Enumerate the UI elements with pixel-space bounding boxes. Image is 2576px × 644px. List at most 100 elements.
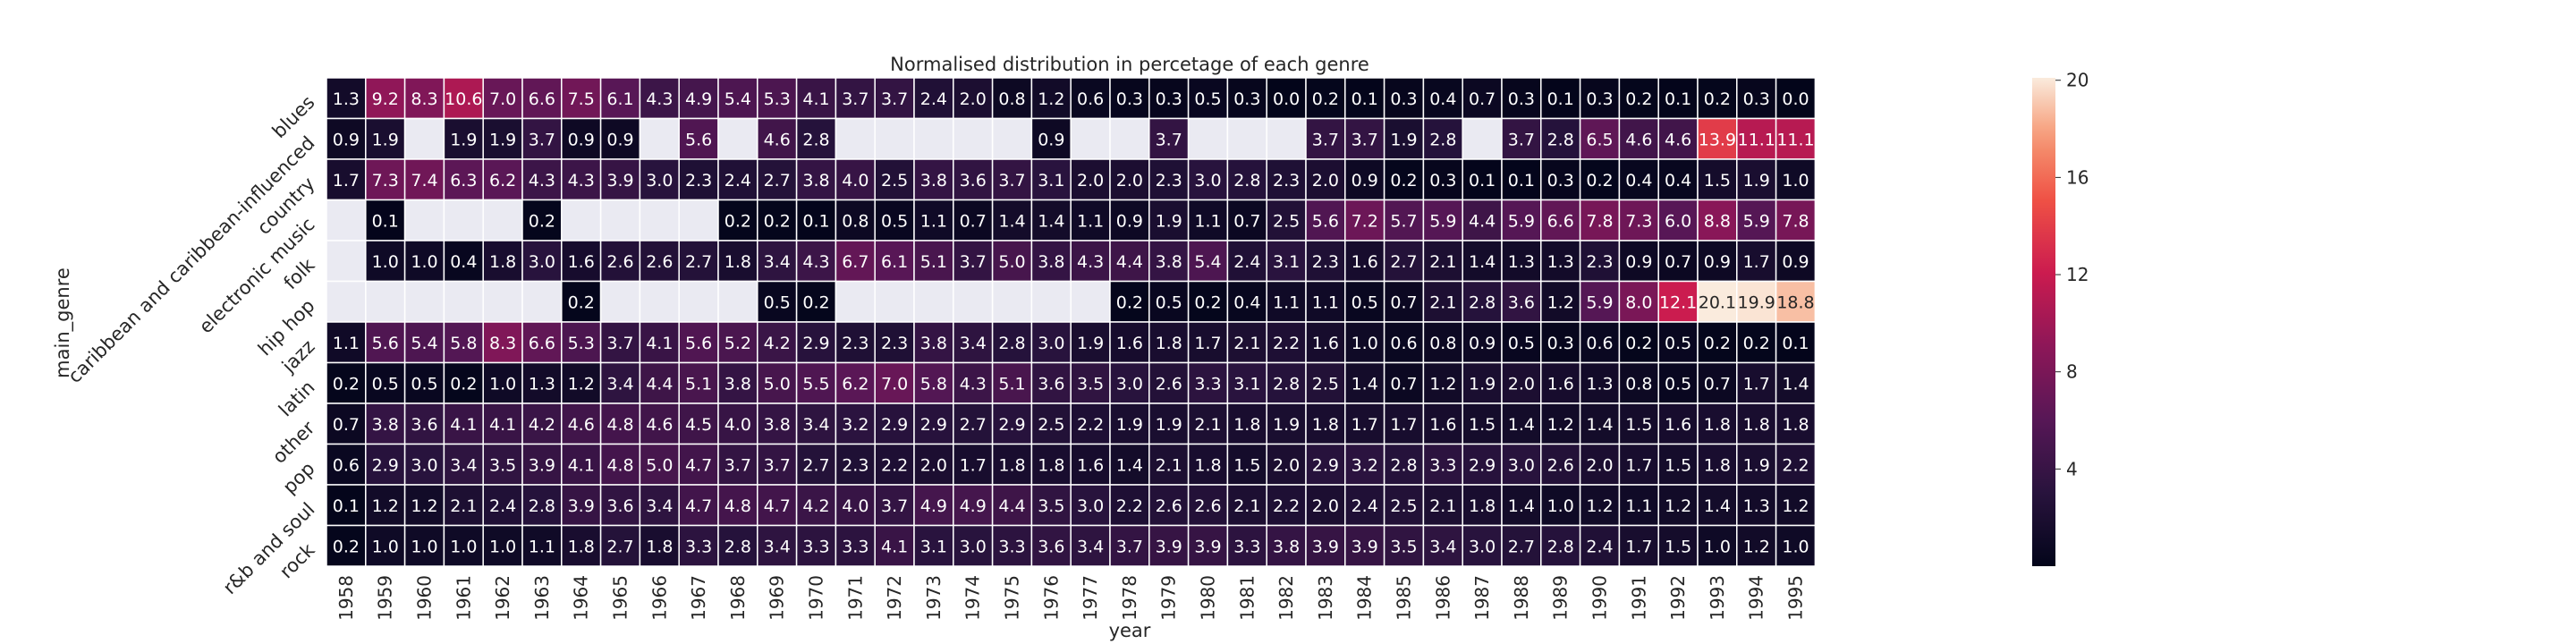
cell-value-label: 1.8 [568, 537, 595, 556]
cell-value-label: 0.9 [1704, 252, 1731, 272]
cell-value-label: 2.8 [529, 496, 555, 516]
heatmap-cell [403, 321, 445, 364]
cell-value-label: 5.8 [920, 374, 947, 394]
heatmap-cell [678, 240, 719, 283]
cell-value-label: 1.0 [489, 374, 516, 394]
cell-value-label: 0.6 [333, 455, 360, 475]
cell-value-label: 2.7 [1390, 252, 1417, 272]
cell-value-label: 5.4 [724, 89, 751, 109]
cell-value-label: 7.8 [1782, 211, 1809, 231]
cell-value-label: 2.7 [764, 171, 791, 191]
heatmap-cell [1422, 524, 1463, 567]
cell-value-label: 2.8 [998, 334, 1025, 353]
heatmap-cell [795, 199, 837, 242]
heatmap-cell [1657, 199, 1699, 242]
x-tick-label: 1963 [531, 575, 553, 621]
heatmap-cell [1462, 117, 1503, 160]
x-tick-label: 1986 [1432, 575, 1453, 621]
cell-value-label: 1.9 [372, 130, 399, 149]
cell-value-label: 1.4 [1508, 496, 1535, 516]
heatmap-cell [1266, 361, 1307, 404]
heatmap-cell [326, 443, 367, 486]
cell-value-label: 3.0 [960, 537, 987, 556]
heatmap-cell [1187, 321, 1229, 364]
heatmap-cell [757, 484, 798, 527]
heatmap-cell [1109, 484, 1150, 527]
cell-value-label: 3.8 [724, 374, 751, 394]
heatmap-cell [1501, 443, 1542, 486]
heatmap-cell [835, 524, 876, 567]
heatmap-cell [1501, 524, 1542, 567]
cell-value-label: 3.7 [724, 455, 751, 475]
heatmap-cell [365, 524, 406, 567]
cell-value-label: 2.1 [1429, 292, 1456, 312]
heatmap-cell [1736, 199, 1777, 242]
cell-value-label: 1.4 [1586, 415, 1613, 435]
cell-value-label: 2.4 [489, 496, 516, 516]
cell-value-label: 4.1 [646, 334, 673, 353]
cell-value-label: 1.3 [1508, 252, 1535, 272]
heatmap-cell [639, 361, 680, 404]
cell-value-label: 0.9 [1625, 252, 1652, 272]
x-tick-label: 1960 [414, 575, 436, 621]
cell-value-label: 2.4 [724, 171, 751, 191]
cell-value-label: 1.3 [1586, 374, 1613, 394]
cell-value-label: 1.6 [1547, 374, 1574, 394]
heatmap-cell [1657, 158, 1699, 201]
heatmap-cell [678, 77, 719, 120]
cell-value-label: 1.1 [333, 334, 360, 353]
heatmap-cell [1736, 361, 1777, 404]
cell-value-label: 5.8 [450, 334, 477, 353]
cell-value-label: 2.3 [1156, 171, 1182, 191]
cell-value-label: 3.7 [764, 455, 791, 475]
cell-value-label: 0.7 [1469, 89, 1496, 109]
heatmap-cell [1070, 321, 1111, 364]
cell-value-label: 1.8 [1312, 415, 1339, 435]
heatmap-cell [403, 443, 445, 486]
cell-value-label: 0.2 [1625, 334, 1652, 353]
heatmap-cell [874, 158, 915, 201]
heatmap-cell [678, 280, 719, 323]
heatmap-cell [403, 361, 445, 404]
heatmap-cell [795, 240, 837, 283]
cell-value-label: 4.6 [568, 415, 595, 435]
cell-value-label: 3.8 [372, 415, 399, 435]
cell-value-label: 1.4 [1038, 211, 1064, 231]
cell-value-label: 1.8 [1743, 415, 1770, 435]
y-tick-label: other [268, 417, 319, 468]
heatmap-cell [1187, 361, 1229, 404]
heatmap-cell [913, 443, 954, 486]
heatmap-cell [403, 240, 445, 283]
heatmap-cell [1579, 321, 1621, 364]
heatmap-cell [599, 77, 641, 120]
heatmap-cell [717, 280, 758, 323]
cell-value-label: 2.8 [1273, 374, 1300, 394]
cell-value-label: 3.3 [842, 537, 869, 556]
heatmap-cell [1775, 158, 1817, 201]
cell-value-label: 6.5 [1586, 130, 1613, 149]
heatmap-cell [913, 240, 954, 283]
cell-value-label: 1.1 [1194, 211, 1221, 231]
cell-value-label: 2.5 [881, 171, 908, 191]
cell-value-label: 7.2 [1352, 211, 1378, 231]
cell-value-label: 3.7 [881, 496, 908, 516]
heatmap-cell [913, 77, 954, 120]
cell-value-label: 0.3 [1743, 89, 1770, 109]
cell-value-label: 3.8 [764, 415, 791, 435]
cell-value-label: 3.4 [764, 537, 791, 556]
cell-value-label: 1.4 [1116, 455, 1143, 475]
cell-value-label: 0.9 [1782, 252, 1809, 272]
cell-value-label: 7.0 [881, 374, 908, 394]
heatmap-cell [1305, 443, 1346, 486]
cell-value-label: 3.8 [920, 334, 947, 353]
cell-value-label: 0.5 [1665, 374, 1691, 394]
cell-value-label: 0.2 [1586, 171, 1613, 191]
heatmap-cell [874, 524, 915, 567]
cell-value-label: 3.9 [568, 496, 595, 516]
heatmap-cell [521, 361, 563, 404]
x-tick-label: 1992 [1667, 575, 1689, 621]
heatmap-cell [795, 361, 837, 404]
heatmap-cell [482, 484, 523, 527]
cell-value-label: 0.3 [1508, 89, 1535, 109]
